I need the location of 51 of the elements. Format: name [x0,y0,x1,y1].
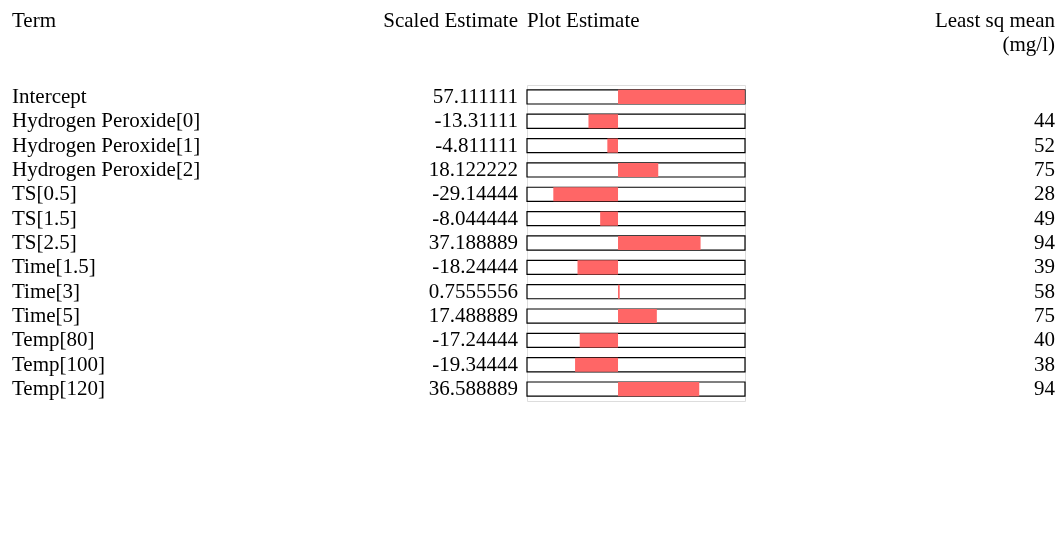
text: 49 [1034,205,1055,230]
text: 28 [1034,181,1055,206]
y-tick-label: Time[1.5] [12,254,96,279]
text: 75 [1034,156,1055,181]
y-tick-label: Time[5] [12,303,81,328]
data-label: -4.811111 [435,132,518,157]
y-tick-label: TS[1.5] [12,205,77,230]
data-label: 18.122222 [428,156,518,181]
data-label: -13.31111 [434,108,518,133]
data-label: -19.34444 [432,351,519,376]
bar [553,187,619,202]
bar [607,138,619,153]
text: 94 [1034,230,1056,254]
data-label: 17.488889 [428,303,518,328]
y-tick-label: Temp[100] [12,351,106,376]
text: Scaled Estimate [383,8,518,32]
text: 39 [1034,254,1055,279]
bar [618,162,659,178]
bar [577,260,619,275]
bar [579,333,619,348]
text: 38 [1034,351,1055,376]
text: 44 [1034,108,1056,133]
x-axis-title: Plot Estimate [527,8,640,32]
y-tick-label: Hydrogen Peroxide[2] [12,156,201,181]
bar [618,308,657,324]
data-label: 37.188889 [428,230,518,254]
bar [600,211,619,226]
text: Least sq mean (mg/l) [934,8,1056,56]
y-tick-label: Hydrogen Peroxide[0] [12,108,201,133]
data-label: -17.24444 [432,327,519,352]
text: 75 [1034,303,1055,328]
data-label: -29.14444 [432,181,519,206]
text: 52 [1034,132,1055,157]
y-tick-label: Temp[80] [12,327,95,352]
bar [588,114,619,129]
text: 40 [1034,327,1055,352]
text: 58 [1034,278,1055,303]
bar [575,357,619,372]
y-tick-label: Time[3] [12,278,81,303]
data-label: -8.044444 [432,205,519,230]
data-label: -18.24444 [432,254,519,279]
text: 94 [1034,376,1056,401]
y-tick-label: TS[0.5] [12,181,77,206]
data-label: 57.111111 [432,83,518,108]
y-tick-label: Temp[120] [12,376,106,401]
data-label: 0.7555556 [428,278,518,303]
y-tick-label: Hydrogen Peroxide[1] [12,132,201,157]
y-tick-label: Intercept [12,83,87,108]
y-axis-title: Term [12,8,57,32]
data-label: 36.588889 [428,376,518,401]
y-tick-label: TS[2.5] [12,230,77,254]
